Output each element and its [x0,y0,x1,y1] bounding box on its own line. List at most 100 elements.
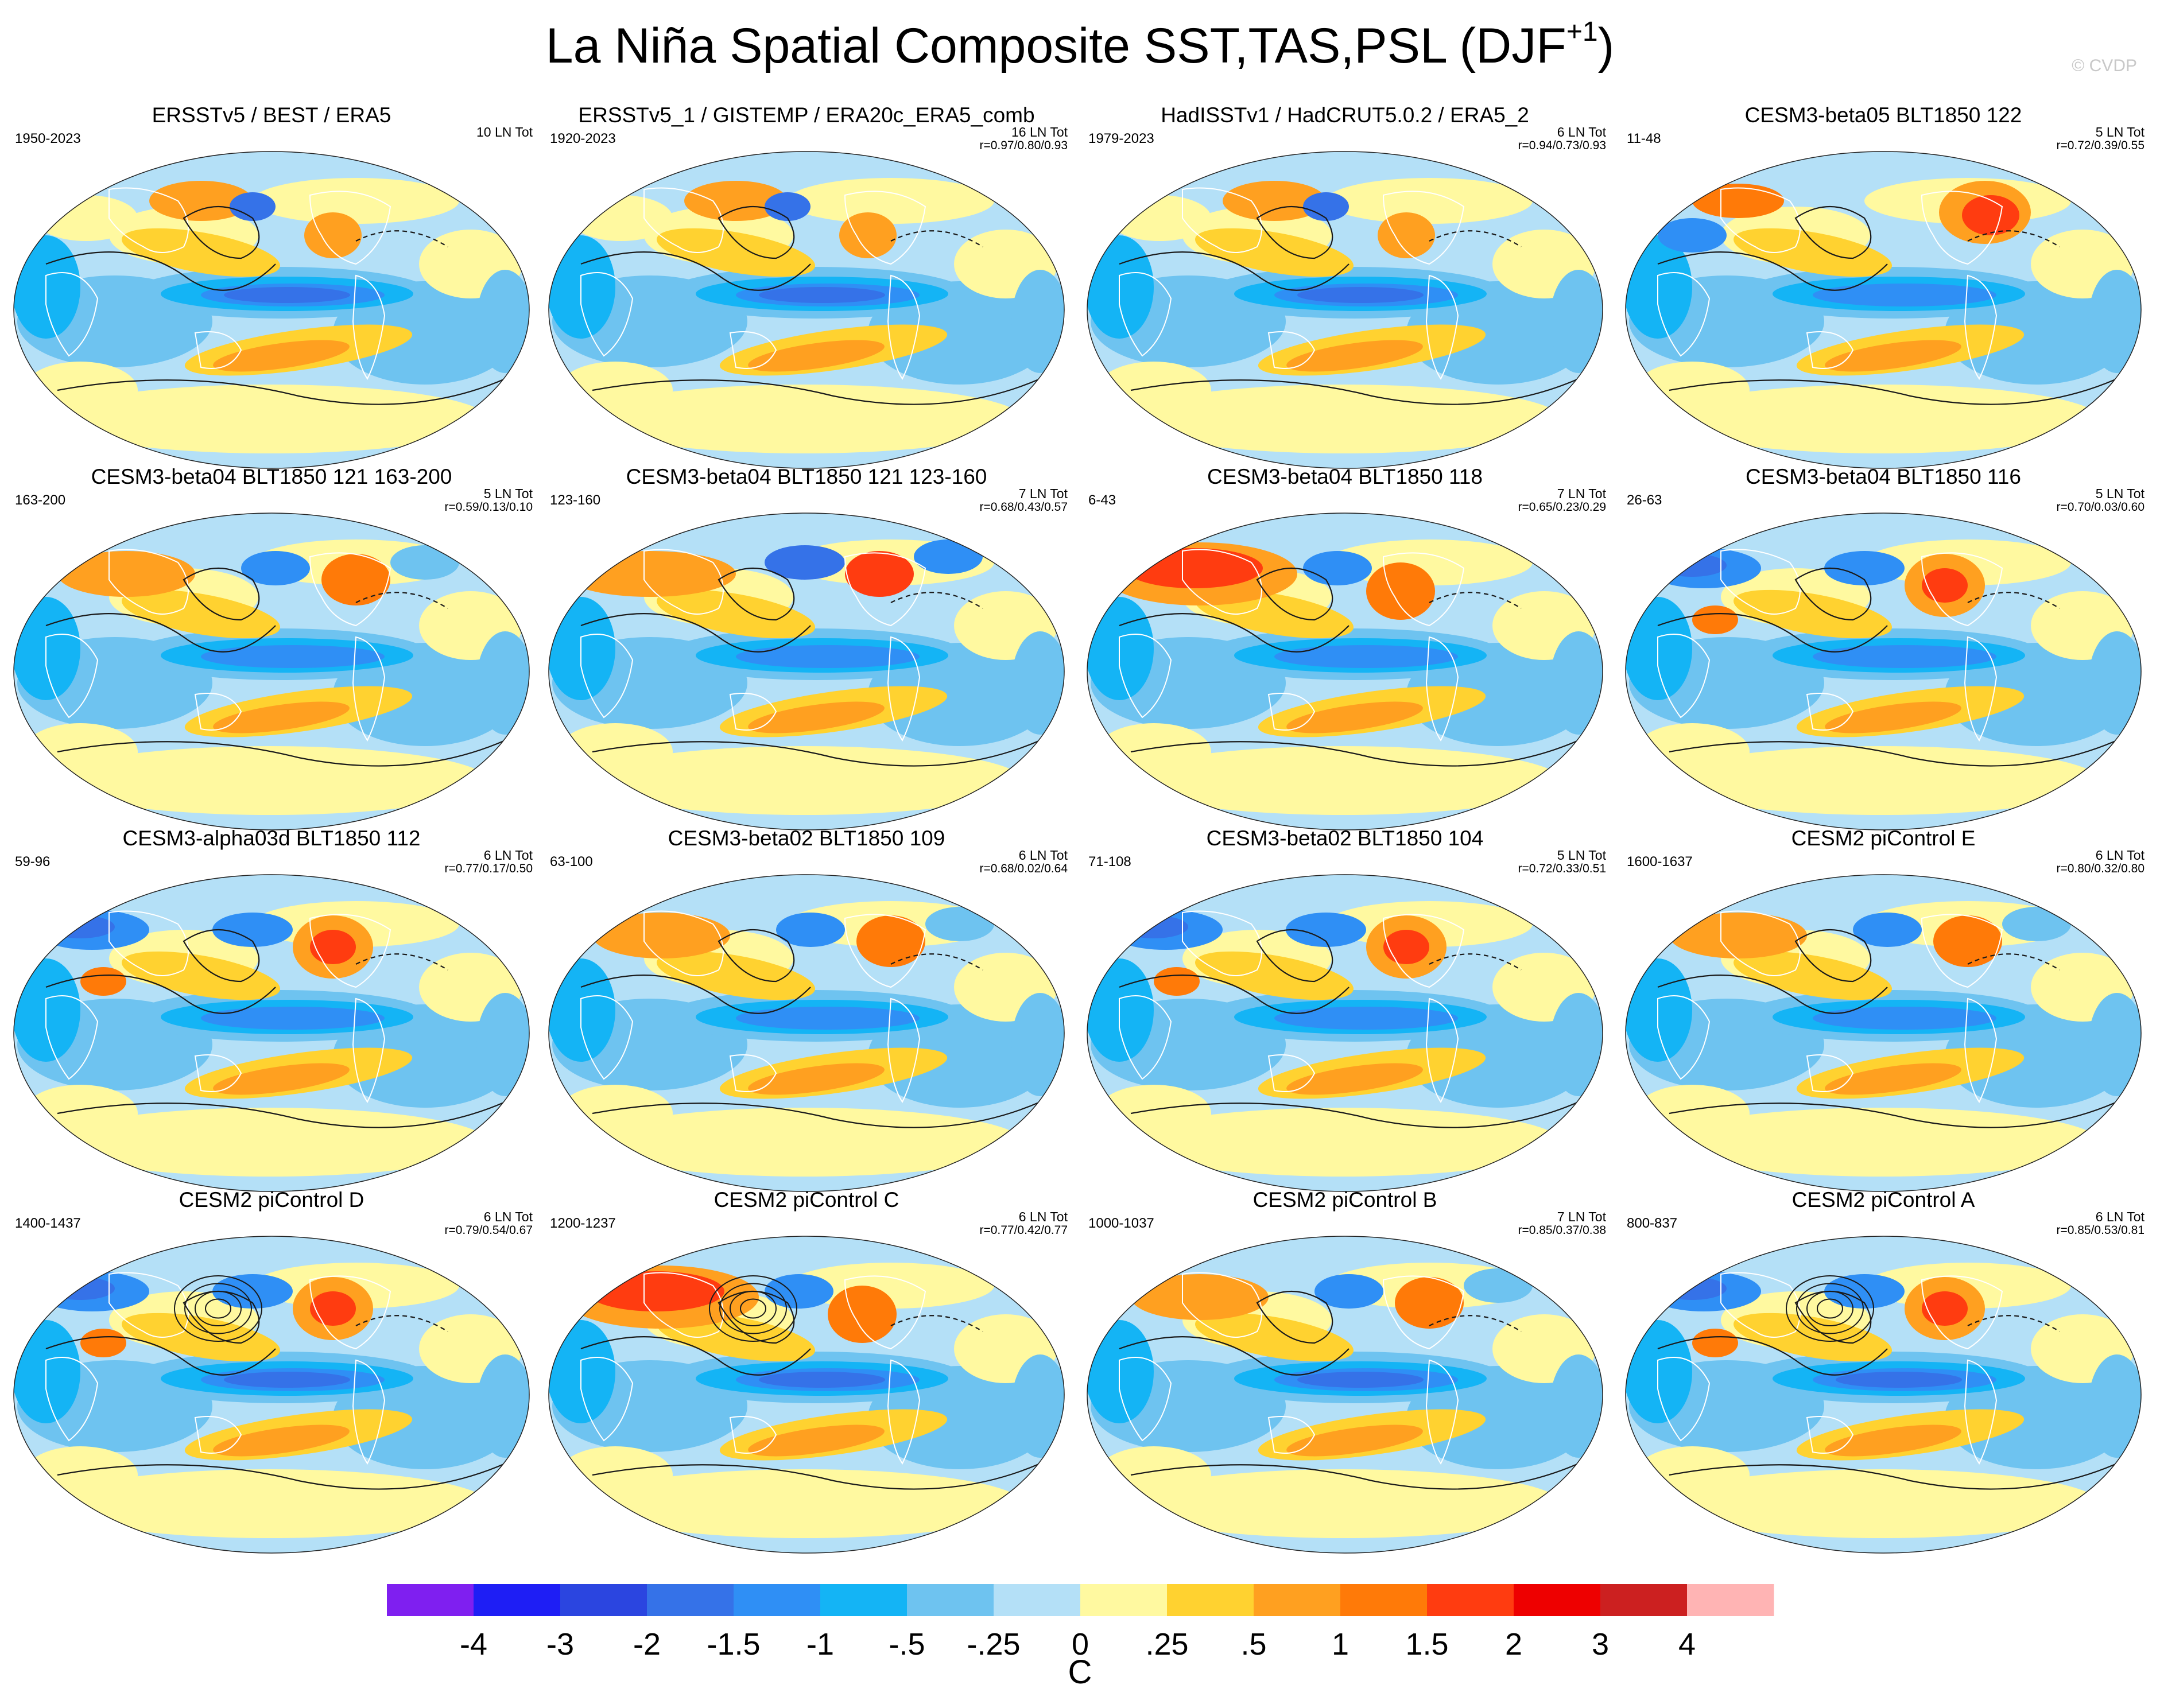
coastline [352,1359,386,1465]
anomaly-patch [558,1085,673,1142]
anomaly-patch [558,1446,673,1504]
panel-event-count: 10 LN Tot [476,125,533,139]
coastline [309,191,391,265]
coastline [580,634,634,719]
coastline [1119,272,1172,357]
cold-anomaly [914,539,983,574]
cool-anomaly [1464,1268,1533,1303]
coastline [194,331,242,369]
psl-contour [1119,251,1349,291]
coastline [1964,636,1998,742]
panel-event-count: 7 LN Tot [1557,1209,1606,1224]
aleutian-low-contour [740,1298,766,1319]
panel-correlation: r=0.94/0.73/0.93 [1518,139,1606,152]
anomaly-patch [476,631,529,735]
coastline [1921,1275,2003,1350]
anomaly-patch [2088,270,2141,373]
credit-watermark: © CVDP [2072,56,2137,75]
warm-anomaly [1669,913,1807,958]
colorbar-swatch [387,1584,474,1616]
anomaly-patch [23,1085,138,1142]
psl-contour [1669,1101,2118,1128]
panel-title: CESM2 piControl D [179,1188,364,1212]
warm-horseshoe-core [1825,340,1961,372]
warm-anomaly [1108,195,1211,241]
psl-contour [1429,953,1522,971]
coastline [309,1275,391,1350]
psl-contour [1657,1336,1888,1376]
colorbar-swatch [560,1584,647,1616]
map-panel: CESM3-beta04 BLT1850 116 26-63 5 LN Tot r=0… [1616,465,2150,832]
warm-nw-pacific [1733,951,1893,1000]
anomaly-patch [476,270,529,373]
warm-anomaly [592,913,730,958]
coastline [108,187,189,253]
coastline [1267,1416,1316,1454]
panel-title: CESM3-beta04 BLT1850 118 [1207,465,1483,488]
global-map [1625,151,2142,469]
colorbar-tick-label: 3 [1591,1627,1610,1662]
colorbar-swatch [994,1584,1081,1616]
warm-anomaly [1154,967,1200,996]
coastline [1182,187,1262,253]
panel-correlation: r=0.72/0.39/0.55 [2056,139,2145,152]
psl-contour [57,1101,506,1128]
cold-anomaly [765,192,811,221]
panel-years: 800-837 [1627,1216,1678,1231]
coastline [352,636,386,742]
coastline [887,1359,921,1465]
map-panel: CESM2 piControl E 1600-1637 6 LN Tot r=0.80… [1616,826,2150,1194]
warm-anomaly [569,195,673,241]
global-map [13,874,530,1192]
psl-contour [1256,1290,1333,1344]
anomaly-patch [587,1469,1023,1538]
psl-contour [183,929,260,983]
panel-event-count: 6 LN Tot [1018,848,1068,863]
map-border [1625,151,2142,469]
map-panel: CESM2 piControl C 1200-1237 6 LN Tot r=0.77… [540,1188,1073,1555]
colorbar-tick-label: -1 [806,1627,834,1662]
panel-title: CESM3-beta04 BLT1850 121 123-160 [626,465,987,488]
psl-contour [1256,929,1333,983]
aleutian-low-contour [709,1275,797,1342]
panel-correlation: r=0.77/0.17/0.50 [444,862,533,875]
global-map [548,513,1065,830]
coastline [1657,995,1711,1080]
panel-event-count: 5 LN Tot [2095,125,2145,139]
colorbar-tick-label: .25 [1145,1627,1189,1662]
warm-anomaly-core [1962,195,2019,235]
warm-anomaly [57,551,195,597]
coastline [194,693,242,731]
panel-event-count: 5 LN Tot [2095,486,2145,501]
coastline [1964,274,1998,380]
anomaly-patch [587,746,1023,815]
psl-contour [355,230,448,247]
warm-anomaly [1378,212,1435,258]
anomaly-patch [1635,362,1750,419]
psl-contour [1657,975,1888,1014]
panel-title: ERSSTv5_1 / GISTEMP / ERA20c_ERA5_comb [578,103,1035,127]
psl-contour [1256,205,1333,259]
colorbar-swatch [1167,1584,1254,1616]
anomaly-patch [558,362,673,419]
panel-correlation: r=0.80/0.32/0.80 [2056,862,2145,875]
cold-anomaly [776,913,845,947]
psl-contour [1429,230,1522,247]
global-map [548,1236,1065,1554]
figure-title: La Niña Spatial Composite SST,TAS,PSL (D… [0,16,2160,75]
anomaly-patch [587,1108,1023,1177]
cold-anomaly [1286,913,1366,947]
anomaly-patch [1096,723,1211,781]
panel-years: 123-160 [550,492,601,508]
anomaly-patch [1635,1085,1750,1142]
colorbar-swatch [474,1584,561,1616]
panel-years: 1950-2023 [15,131,81,146]
cold-anomaly [765,545,845,580]
coastline [643,187,724,253]
warm-nw-pacific [1733,1313,1893,1362]
panel-correlation: r=0.85/0.37/0.38 [1518,1224,1606,1237]
coastline [1382,914,1465,988]
psl-contour [1669,1462,2118,1490]
warm-horseshoe-core [213,1063,350,1095]
anomaly-patch [476,1354,529,1458]
